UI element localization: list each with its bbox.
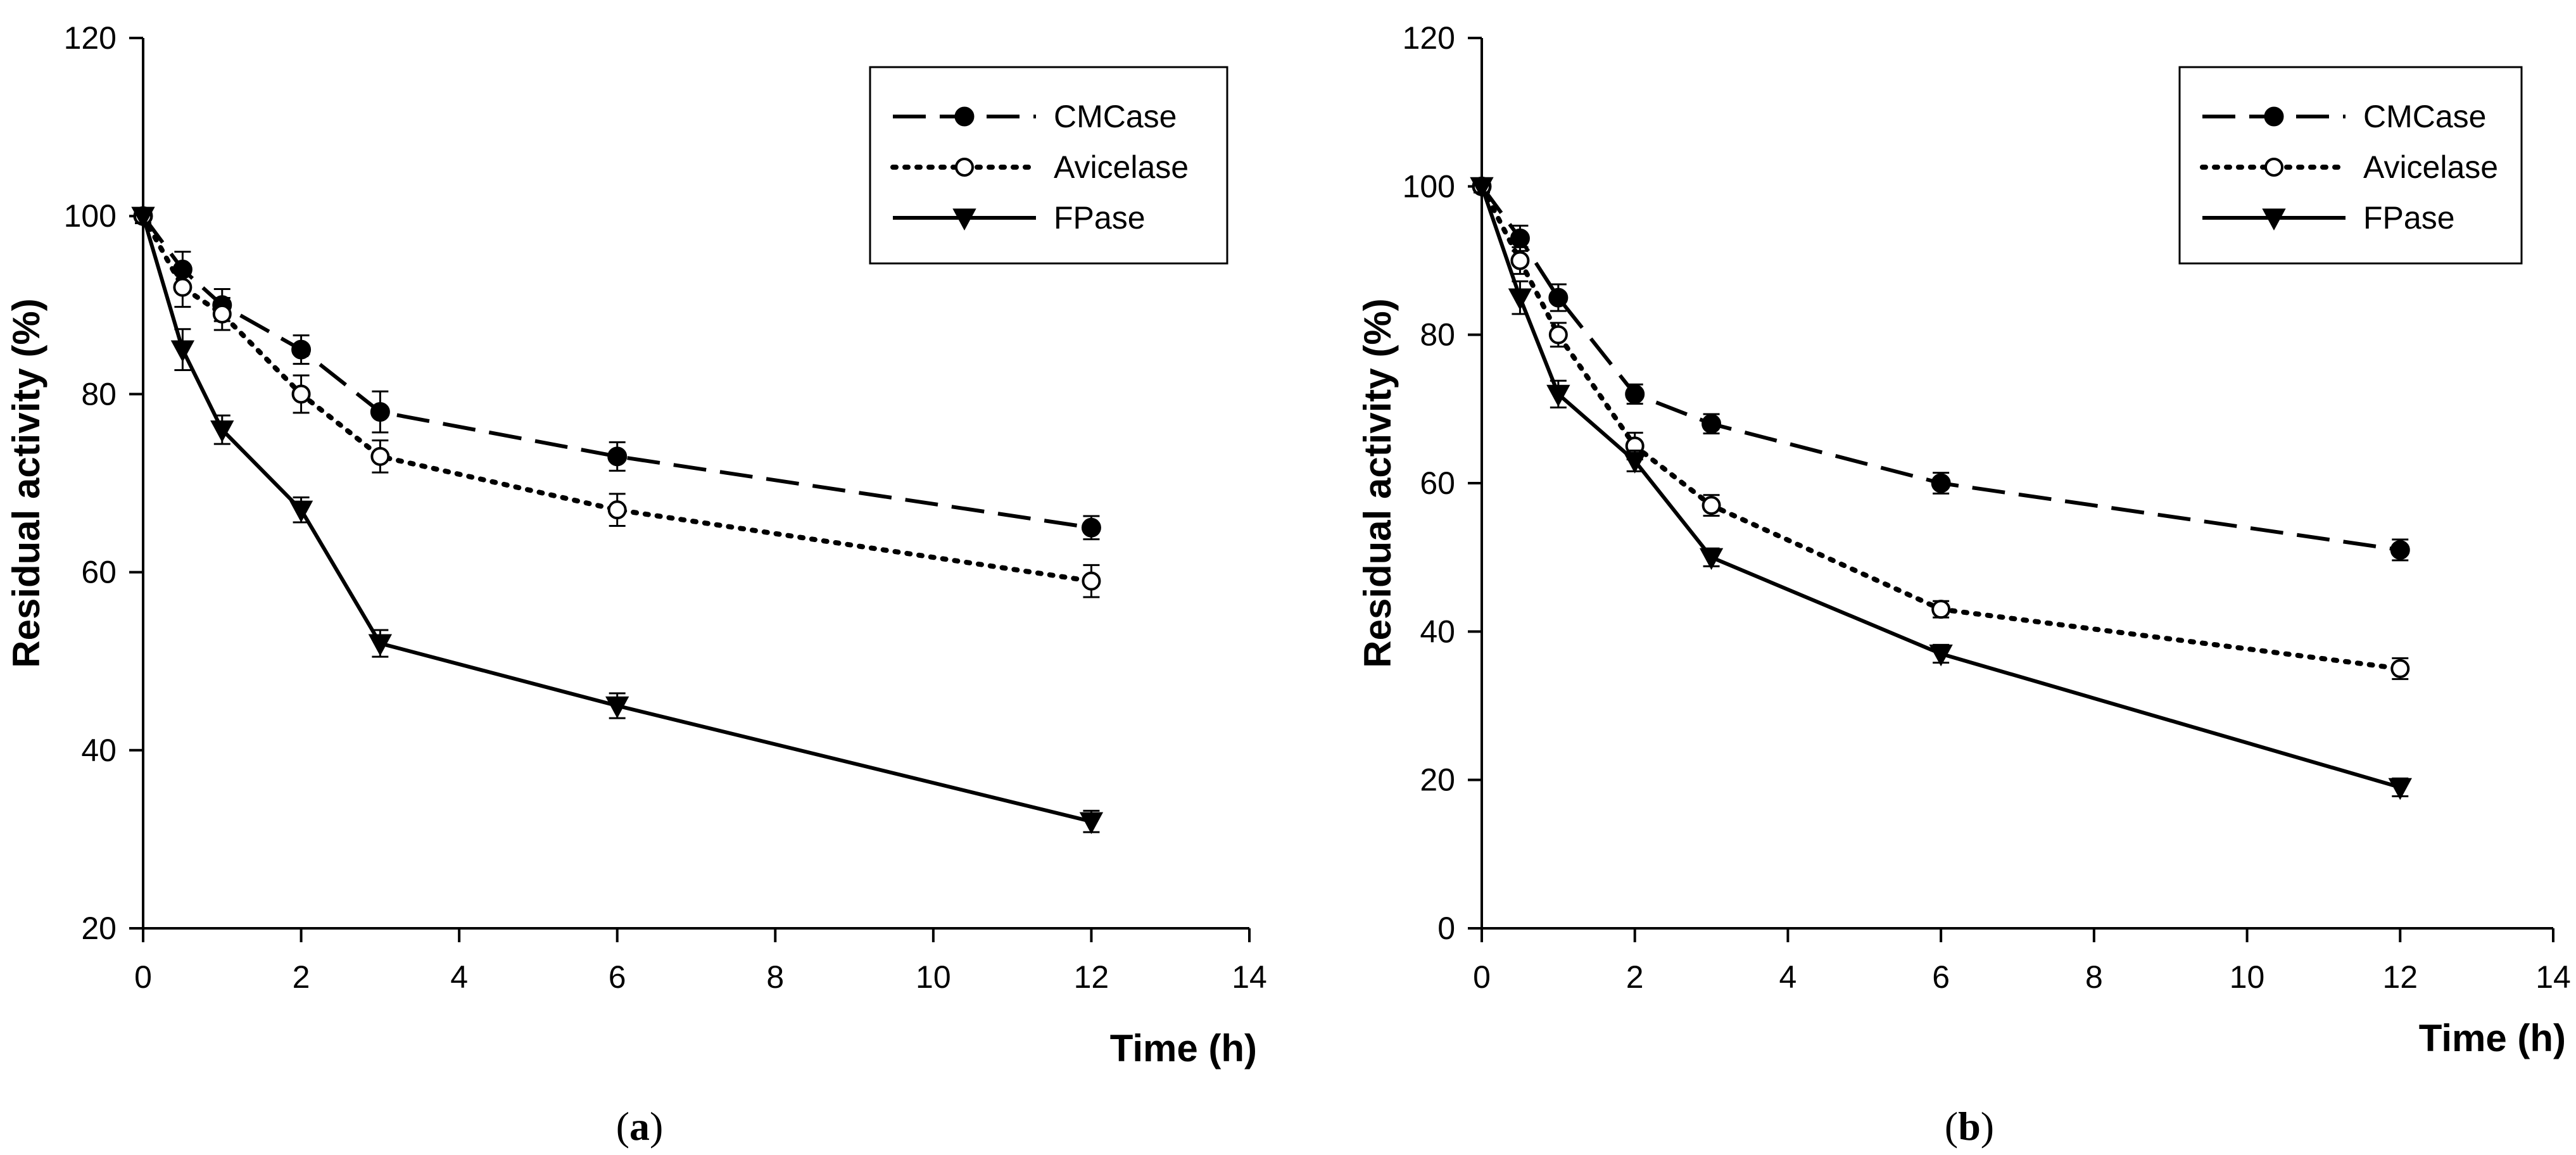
chart-b-x-tick-label: 0 bbox=[1473, 959, 1491, 995]
chart-a-y-axis-label: Residual activity (%) bbox=[5, 298, 47, 668]
chart-b-fpase-point bbox=[1546, 384, 1570, 407]
chart-b-fpase-point bbox=[1623, 451, 1647, 474]
chart-b-x-tick-label: 4 bbox=[1779, 959, 1797, 995]
chart-a-cmcase-point bbox=[1081, 517, 1101, 538]
chart-a-fpase-point bbox=[605, 696, 629, 719]
chart-a-fpase-point bbox=[131, 206, 155, 229]
chart-b-avicelase-point bbox=[1548, 325, 1568, 344]
chart-a-panel-caption: (a) bbox=[616, 1104, 664, 1149]
chart-a-cmcase-point bbox=[370, 402, 390, 422]
chart-a-avicelase-point bbox=[212, 304, 232, 324]
chart-b-legend-label-cmcase: CMCase bbox=[2363, 99, 2486, 134]
chart-a-legend-label-cmcase: CMCase bbox=[1054, 99, 1177, 134]
chart-b-fpase-point bbox=[1699, 548, 1724, 571]
chart-b-cmcase-point bbox=[1931, 473, 1951, 493]
chart-b-avicelase-point bbox=[1510, 251, 1530, 270]
chart-a-x-tick-label: 8 bbox=[766, 959, 784, 995]
chart-a-legend-marker-avicelase bbox=[955, 158, 974, 177]
chart-a-avicelase-point bbox=[173, 277, 193, 297]
chart-b-x-tick-label: 6 bbox=[1932, 959, 1950, 995]
chart-a-x-tick-label: 0 bbox=[134, 959, 152, 995]
chart-b-fpase-point bbox=[1470, 177, 1494, 199]
chart-panel-b: 0 2 4 6 8 10 12 14 0 20 40 60 80 100 120 Time (h) Residu… bbox=[1356, 20, 2571, 1149]
chart-a-fpase-point bbox=[1079, 812, 1104, 835]
chart-b-legend-marker-fpase bbox=[2262, 208, 2286, 230]
chart-a-x-tick-label: 6 bbox=[609, 959, 626, 995]
chart-a-y-tick-label: 80 bbox=[81, 376, 117, 412]
chart-a-series-avicelase bbox=[134, 206, 1101, 598]
chart-b-legend: CMCase Avicelase FPase bbox=[2178, 66, 2523, 265]
chart-a-avicelase-point bbox=[1082, 571, 1101, 591]
chart-b-panel-letter: b bbox=[1958, 1104, 1981, 1149]
chart-a-y-tick-label: 120 bbox=[64, 20, 117, 56]
chart-a-x-tick-label: 4 bbox=[450, 959, 468, 995]
chart-panel-a: 0 2 4 6 8 10 12 14 20 40 60 80 100 120 Time (h) Residua… bbox=[5, 20, 1267, 1149]
chart-a-x-tick-label: 2 bbox=[293, 959, 310, 995]
chart-b-x-tick-label: 2 bbox=[1626, 959, 1644, 995]
chart-a-x-tick-label: 14 bbox=[1232, 959, 1267, 995]
chart-b-legend-label-fpase: FPase bbox=[2363, 200, 2455, 236]
chart-b-cmcase-point bbox=[2390, 540, 2410, 560]
chart-b-y-tick-label: 40 bbox=[1420, 614, 1455, 649]
chart-a-x-axis-label: Time (h) bbox=[1110, 1027, 1257, 1070]
chart-a-series-fpase bbox=[131, 206, 1104, 835]
chart-b-cmcase-point bbox=[1625, 384, 1645, 404]
chart-a-y-tick-label: 40 bbox=[81, 733, 117, 768]
chart-a-fpase-point bbox=[368, 634, 393, 657]
chart-b-x-tick-label: 8 bbox=[2085, 959, 2103, 995]
chart-b-y-tick-label: 80 bbox=[1420, 317, 1455, 353]
chart-a-cmcase-point bbox=[291, 339, 312, 360]
chart-a-cmcase-point bbox=[607, 446, 628, 467]
chart-b-fpase-point bbox=[2388, 778, 2412, 800]
chart-b-avicelase-point bbox=[2390, 659, 2410, 678]
chart-b-legend-marker-avicelase bbox=[2264, 158, 2283, 177]
chart-a-panel-letter: a bbox=[629, 1104, 650, 1149]
chart-b-legend-marker-cmcase bbox=[2264, 106, 2284, 127]
chart-a-legend: CMCase Avicelase FPase bbox=[869, 66, 1228, 265]
chart-b-cmcase-point bbox=[1548, 287, 1569, 308]
chart-b-y-tick-label: 20 bbox=[1420, 762, 1455, 798]
chart-a-y-tick-label: 100 bbox=[64, 198, 117, 234]
chart-b-x-tick-label: 10 bbox=[2230, 959, 2265, 995]
chart-b-series-fpase bbox=[1470, 177, 2412, 800]
chart-b-x-tick-label: 14 bbox=[2535, 959, 2571, 995]
chart-b-legend-label-avicelase: Avicelase bbox=[2363, 149, 2498, 185]
chart-a-avicelase-point bbox=[370, 446, 390, 466]
chart-b-cmcase-point bbox=[1510, 228, 1530, 248]
chart-b-x-tick-label: 12 bbox=[2382, 959, 2418, 995]
chart-b-fpase-point bbox=[1929, 644, 1953, 667]
chart-a-y-tick-label: 60 bbox=[81, 555, 117, 590]
chart-b-y-tick-label: 0 bbox=[1437, 911, 1455, 946]
chart-b-avicelase-point bbox=[1931, 600, 1951, 619]
chart-b-cmcase-point bbox=[1702, 413, 1722, 434]
chart-a-avicelase-point bbox=[607, 500, 627, 520]
chart-a-y-tick-label: 20 bbox=[81, 911, 117, 946]
chart-a-fpase-point bbox=[170, 340, 195, 363]
chart-a-legend-marker-fpase bbox=[952, 208, 976, 230]
chart-b-y-axis-label: Residual activity (%) bbox=[1356, 298, 1399, 668]
chart-a-x-tick-label: 10 bbox=[916, 959, 951, 995]
chart-b-x-axis-label: Time (h) bbox=[2419, 1017, 2566, 1059]
chart-a-legend-label-fpase: FPase bbox=[1054, 200, 1146, 236]
chart-a-fpase-point bbox=[210, 420, 234, 443]
chart-b-avicelase-point bbox=[1702, 496, 1721, 515]
chart-a-legend-label-avicelase: Avicelase bbox=[1054, 149, 1189, 185]
chart-a-fpase-point bbox=[289, 500, 313, 523]
chart-b-legend-box bbox=[2178, 66, 2523, 265]
chart-b-y-tick-label: 60 bbox=[1420, 465, 1455, 501]
chart-b-panel-caption: (b) bbox=[1945, 1104, 1994, 1149]
chart-b-y-tick-label: 120 bbox=[1403, 20, 1455, 56]
chart-a-legend-marker-cmcase bbox=[954, 106, 975, 127]
chart-a-avicelase-point bbox=[291, 384, 311, 404]
chart-b-y-tick-label: 100 bbox=[1403, 168, 1455, 204]
chart-a-x-tick-label: 12 bbox=[1074, 959, 1109, 995]
chart-b-fpase-point bbox=[1508, 288, 1532, 311]
